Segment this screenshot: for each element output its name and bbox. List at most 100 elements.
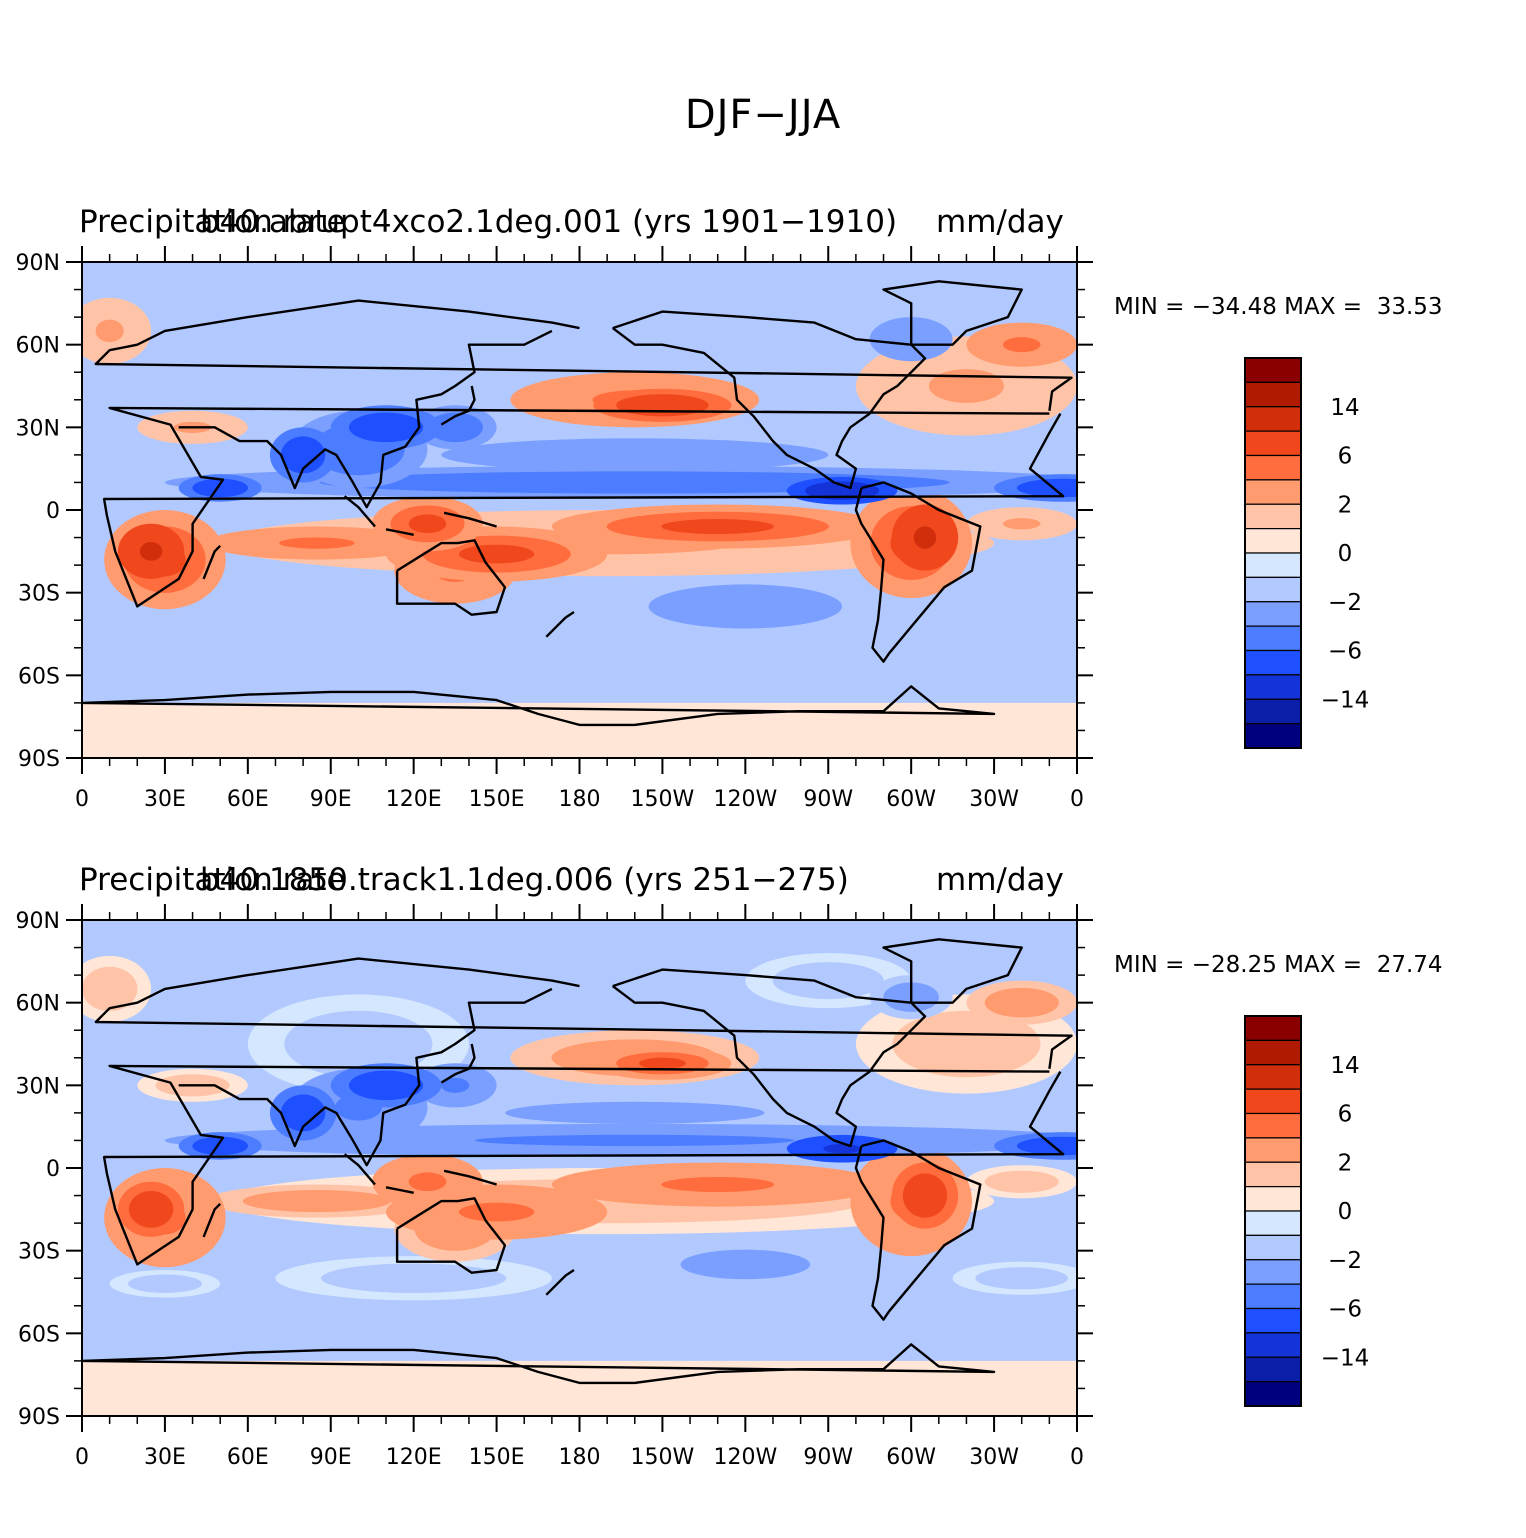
lon-label: 0 [1070, 1445, 1084, 1470]
anomaly-contour [366, 612, 461, 628]
lon-label: 150W [631, 787, 695, 812]
lon-label: 120W [713, 787, 777, 812]
coastline [395, 1197, 507, 1274]
anomaly-contour [146, 1279, 184, 1289]
coastline [202, 544, 222, 580]
coastline [882, 280, 1023, 346]
anomaly-contour [568, 1107, 701, 1119]
coastline [882, 938, 1023, 1004]
lat-label: 90S [18, 1405, 60, 1430]
anomaly-contour [458, 1202, 535, 1222]
colorbar-label: 6 [1338, 444, 1353, 470]
colorbar-swatch [1244, 454, 1302, 481]
anomaly-contour [139, 1199, 163, 1219]
anomaly-contour [95, 319, 124, 343]
anomaly-contour [408, 514, 447, 534]
lon-label: 0 [1070, 787, 1084, 812]
colorbar-swatch [1244, 649, 1302, 676]
colorbar-label: 0 [1338, 1199, 1353, 1225]
anomaly-contour [638, 399, 686, 411]
lon-label: 30W [969, 787, 1019, 812]
panel-1850-control: Precipitation rate b40.1850.track1.1deg.… [0, 854, 1526, 1514]
lon-label: 120E [386, 1445, 442, 1470]
anomaly-contour [366, 1270, 461, 1286]
lon-label: 90W [803, 1445, 853, 1470]
lon-label: 90E [310, 1445, 352, 1470]
anomaly-contour [928, 369, 1005, 403]
colorbar-label: −6 [1328, 1297, 1362, 1323]
lat-label: 30S [18, 1240, 60, 1265]
coastline [102, 406, 1065, 608]
anomaly-contour [139, 541, 163, 561]
lon-label: 60E [227, 1445, 269, 1470]
lon-label: 150E [469, 787, 525, 812]
anomaly-contour [928, 1027, 1005, 1061]
coastline [94, 957, 1073, 1069]
lon-label: 150E [469, 1445, 525, 1470]
colorbar-swatch [1244, 381, 1302, 408]
colorbar-swatch [1244, 1210, 1302, 1236]
anomaly-contour [206, 1141, 235, 1151]
lat-label: 0 [46, 1157, 60, 1182]
coastlines [82, 280, 1073, 727]
lon-label: 30E [144, 787, 186, 812]
anomaly-contour [291, 445, 315, 465]
panel-units-title: mm/day [936, 862, 1064, 898]
lon-label: 90E [310, 787, 352, 812]
colorbar-swatch [1244, 576, 1302, 603]
colorbar-label: 2 [1338, 492, 1353, 518]
panel-case-title: b40.abrupt4xco2.1deg.001 (yrs 1901−1910) [200, 204, 898, 240]
anomaly-contour [367, 1077, 405, 1093]
lat-label: 60N [16, 992, 60, 1017]
coastline [545, 610, 575, 638]
antarctic-band [82, 1360, 1077, 1416]
colorbar-label: 6 [1338, 1102, 1353, 1128]
panel-variable-title: Precipitation rate [79, 204, 346, 240]
colorbar-label: 14 [1330, 395, 1359, 421]
coastline [443, 1169, 497, 1186]
panel-case-title: b40.1850.track1.1deg.006 (yrs 251−275) [200, 862, 849, 898]
anomaly-contour [146, 621, 184, 631]
anomaly-contour [441, 1077, 470, 1093]
coastline [611, 968, 927, 1148]
lon-label: 60W [886, 787, 936, 812]
anomaly-contour [206, 483, 235, 493]
colorbar-label: −14 [1321, 687, 1370, 713]
colorbar-label: −2 [1328, 1248, 1362, 1274]
colorbar-swatch [1244, 357, 1302, 383]
lat-label: 90S [18, 747, 60, 772]
anomaly-contour [1039, 483, 1077, 493]
coastline [440, 1043, 476, 1084]
colorbar-swatch [1244, 1381, 1302, 1407]
lon-label: 150W [631, 1445, 695, 1470]
anomaly-contour [1002, 995, 1041, 1011]
lat-label: 30N [16, 1074, 60, 1099]
lat-label: 90N [16, 909, 60, 934]
colorbar-swatch [1244, 1161, 1302, 1188]
coastlines [82, 938, 1073, 1385]
coastline [343, 1153, 376, 1186]
map-panel-svg: 90N 60N 30N 0 30S 60S 90S 0 30E 60E 90E 120E 150E 180… [16, 246, 1370, 812]
coastline [82, 1343, 996, 1385]
lon-label: 120W [713, 1445, 777, 1470]
colorbar-swatch [1244, 698, 1302, 725]
panel-abrupt4xco2: Precipitation rate b40.abrupt4xco2.1deg.… [0, 196, 1526, 856]
colorbar-swatch [1244, 479, 1302, 505]
figure-title: DJF−JJA [684, 92, 842, 138]
coastline [82, 685, 996, 727]
lon-label: 0 [75, 1445, 89, 1470]
lon-label: 180 [559, 787, 601, 812]
coastline [343, 495, 376, 528]
lat-label: 90N [16, 251, 60, 276]
anomaly-contour [279, 1195, 355, 1207]
min-max-readout: MIN = −28.25 MAX = 27.74 [1114, 952, 1443, 978]
colorbar-swatch [1244, 1015, 1302, 1041]
lon-label: 30E [144, 1445, 186, 1470]
colorbar-swatch [1244, 503, 1302, 530]
coastline [611, 310, 927, 490]
anomaly-contour [998, 614, 1046, 626]
anomaly-contour [441, 419, 470, 435]
colorbar-swatch [1244, 1039, 1302, 1066]
coastline [440, 385, 476, 426]
colorbar-swatch [1244, 1186, 1302, 1212]
